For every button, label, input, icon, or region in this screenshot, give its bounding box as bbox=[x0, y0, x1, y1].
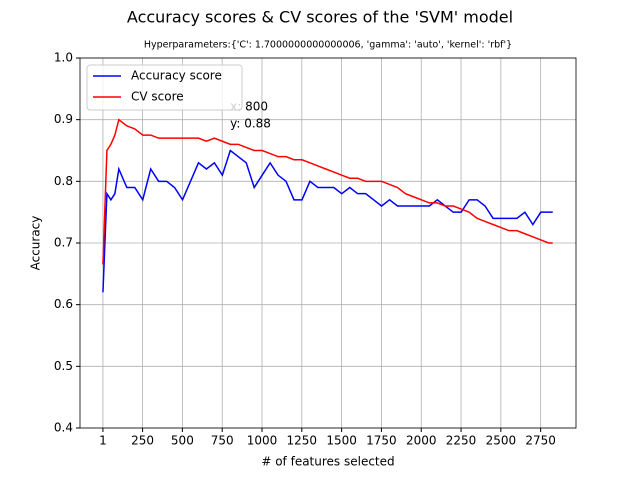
legend-box bbox=[86, 64, 243, 111]
y-tick-label: 0.7 bbox=[54, 236, 73, 250]
x-tick-label: 1500 bbox=[326, 434, 357, 448]
y-tick-label: 0.4 bbox=[54, 421, 73, 435]
x-tick-label: 250 bbox=[131, 434, 154, 448]
x-tick-label: 2750 bbox=[525, 434, 556, 448]
legend-label: Accuracy score bbox=[131, 69, 222, 83]
x-tick-label: 1000 bbox=[247, 434, 278, 448]
y-tick-label: 0.8 bbox=[54, 174, 73, 188]
x-tick-label: 1750 bbox=[366, 434, 397, 448]
y-tick-label: 0.9 bbox=[54, 112, 73, 126]
data-line bbox=[102, 118, 553, 265]
chart-title: Accuracy scores & CV scores of the 'SVM'… bbox=[127, 8, 513, 27]
plot-frame bbox=[79, 57, 577, 429]
x-tick-label: 2000 bbox=[406, 434, 437, 448]
annotation-text: y: 0.88 bbox=[230, 117, 271, 131]
x-tick-label: 1 bbox=[99, 434, 107, 448]
y-tick-label: 1.0 bbox=[54, 51, 73, 65]
legend: Accuracy score CV score bbox=[86, 64, 243, 111]
data-line bbox=[102, 149, 553, 293]
x-tick-label: 750 bbox=[211, 434, 234, 448]
x-tick-label: 2250 bbox=[446, 434, 477, 448]
chart-subtitle: Hyperparameters:{'C': 1.7000000000000006… bbox=[144, 40, 512, 51]
y-tick-label: 0.6 bbox=[54, 297, 73, 311]
x-tick-label: 1250 bbox=[287, 434, 318, 448]
x-tick-label: 500 bbox=[171, 434, 194, 448]
x-axis-label: # of features selected bbox=[261, 455, 394, 469]
x-tick-label: 2500 bbox=[486, 434, 517, 448]
y-axis-label: Accuracy bbox=[29, 216, 43, 271]
y-tick-label: 0.5 bbox=[54, 359, 73, 373]
legend-label: CV score bbox=[131, 90, 184, 104]
